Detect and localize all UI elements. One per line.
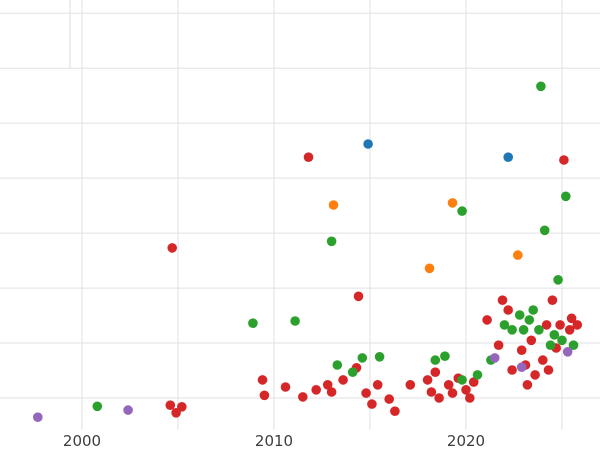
data-point-orange (513, 250, 523, 260)
data-point-green (518, 325, 529, 335)
data-point-red (566, 313, 577, 324)
data-point-green (545, 340, 556, 351)
data-point-red (541, 320, 552, 330)
data-point-green (248, 318, 258, 329)
data-point-red (311, 385, 322, 395)
data-point-green (440, 351, 450, 362)
data-point-red (367, 399, 377, 409)
data-point-green (326, 236, 337, 247)
data-point-red (503, 305, 513, 315)
x-tick-label: 2010 (255, 432, 293, 450)
data-point-red (405, 380, 416, 390)
data-point-red (384, 394, 395, 404)
data-point-green (92, 401, 103, 412)
data-point-red (538, 355, 548, 365)
data-point-red (465, 393, 475, 403)
data-point-red (322, 380, 333, 390)
data-point-red (516, 345, 527, 356)
data-point-green (332, 360, 343, 370)
data-point-green (290, 316, 300, 326)
data-point-red (572, 320, 583, 330)
data-point-red (338, 375, 348, 385)
data-point-orange (424, 263, 435, 274)
data-point-red (461, 385, 471, 395)
data-point-red (434, 393, 444, 403)
data-point-red (507, 365, 517, 375)
data-point-red (422, 375, 433, 385)
data-point-purple (516, 362, 527, 373)
data-point-red (547, 295, 558, 306)
data-point-red (326, 387, 337, 397)
data-point-green (536, 81, 546, 92)
data-point-orange (328, 200, 339, 210)
data-point-green (561, 191, 571, 202)
x-tick-label: 2000 (63, 432, 101, 450)
data-point-green (524, 315, 535, 325)
data-point-red (353, 291, 364, 302)
data-point-green (514, 310, 525, 320)
data-point-red (564, 325, 575, 335)
data-point-red (430, 367, 441, 378)
data-point-green (539, 225, 550, 236)
data-point-blue (363, 139, 373, 149)
data-point-red (372, 380, 383, 390)
data-point-green (357, 353, 368, 363)
data-point-green (553, 275, 563, 285)
data-point-green (534, 325, 544, 335)
data-point-red (426, 387, 437, 397)
data-point-green (557, 335, 567, 346)
data-point-purple (562, 347, 573, 357)
data-point-red (177, 402, 187, 412)
data-point-green (430, 355, 441, 365)
data-point-red (447, 388, 458, 398)
data-point-green (499, 320, 510, 330)
data-point-red (303, 152, 314, 162)
data-point-red (522, 380, 533, 390)
data-point-red (390, 406, 400, 417)
data-point-green (568, 340, 579, 351)
data-point-red (543, 365, 554, 375)
data-point-green (472, 370, 483, 380)
data-point-green (374, 352, 385, 362)
data-point-red (257, 375, 268, 385)
data-point-red (555, 320, 565, 330)
data-point-red (468, 377, 479, 387)
data-point-red (482, 315, 492, 325)
data-point-green (549, 330, 560, 340)
data-point-red (497, 295, 508, 306)
data-point-orange (447, 198, 458, 208)
data-point-green (507, 325, 517, 335)
data-point-red (559, 155, 569, 165)
data-point-red (526, 335, 537, 346)
data-point-red (530, 370, 540, 380)
data-point-red (171, 408, 181, 418)
data-point-red (280, 382, 291, 392)
data-point-red (165, 400, 176, 411)
data-point-purple (490, 353, 500, 363)
data-point-red (361, 388, 371, 398)
data-point-red (443, 380, 454, 390)
data-point-red (493, 340, 504, 351)
data-point-red (298, 392, 308, 402)
data-point-red (167, 243, 177, 253)
data-point-green (457, 375, 467, 385)
data-point-purple (123, 405, 133, 415)
data-point-purple (33, 412, 43, 423)
data-point-blue (503, 152, 513, 162)
data-point-green (528, 305, 538, 315)
data-point-green (347, 367, 358, 378)
x-tick-label: 2020 (447, 432, 485, 450)
data-point-red (259, 390, 270, 401)
data-point-green (457, 206, 467, 216)
